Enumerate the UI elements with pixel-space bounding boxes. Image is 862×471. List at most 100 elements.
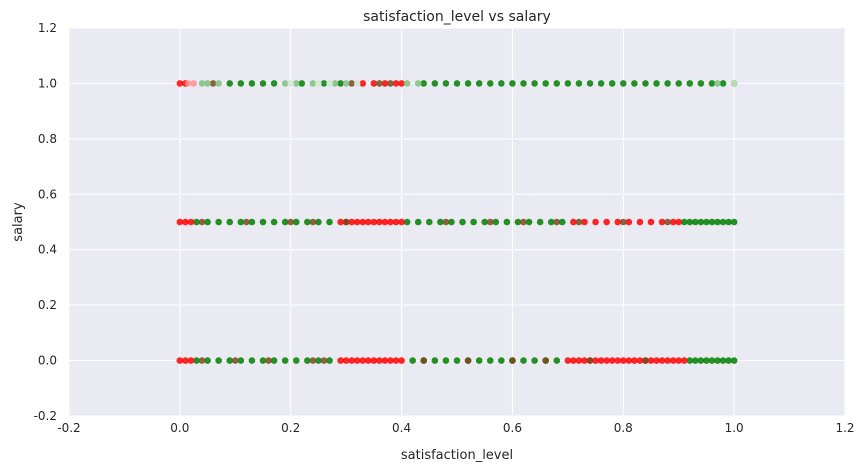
data-point xyxy=(309,80,317,87)
data-point xyxy=(669,357,677,364)
data-point xyxy=(259,218,267,226)
data-point xyxy=(559,218,566,226)
data-point xyxy=(387,357,394,364)
data-point xyxy=(337,357,344,364)
data-point xyxy=(725,357,732,364)
data-point xyxy=(204,80,211,87)
data-point xyxy=(653,80,660,87)
data-point xyxy=(520,357,527,364)
data-point xyxy=(625,357,633,364)
data-point xyxy=(231,357,239,364)
x-tick-label: 0.4 xyxy=(392,421,411,435)
data-point xyxy=(498,357,505,364)
data-point xyxy=(182,357,189,364)
data-point xyxy=(636,218,644,226)
data-point xyxy=(719,218,727,226)
data-point xyxy=(664,218,671,226)
data-point xyxy=(376,357,383,364)
data-points xyxy=(176,80,738,364)
series-4 xyxy=(184,80,198,87)
data-point xyxy=(193,357,200,364)
data-point xyxy=(553,218,561,226)
data-point xyxy=(575,357,583,364)
data-point xyxy=(703,218,710,226)
data-point xyxy=(381,218,389,226)
x-tick-label: 0.0 xyxy=(170,421,189,435)
data-point xyxy=(370,80,378,87)
series-2 xyxy=(198,80,671,364)
data-point xyxy=(475,80,483,87)
x-axis-label: satisfaction_level xyxy=(401,448,513,463)
data-point xyxy=(309,357,317,364)
data-point xyxy=(486,357,494,364)
data-point xyxy=(414,80,422,87)
data-point xyxy=(614,357,622,364)
data-point xyxy=(281,80,289,87)
data-point xyxy=(248,80,256,87)
data-point xyxy=(270,80,278,87)
data-point xyxy=(226,80,234,87)
data-point xyxy=(653,357,660,364)
data-point xyxy=(647,218,655,226)
data-point xyxy=(431,80,439,87)
data-point xyxy=(414,218,422,226)
data-point xyxy=(190,80,198,87)
data-point xyxy=(215,80,222,87)
data-point xyxy=(719,80,727,87)
data-point xyxy=(176,357,184,364)
data-point xyxy=(453,80,461,87)
data-point xyxy=(292,218,300,226)
data-point xyxy=(353,357,361,364)
data-point xyxy=(437,218,444,226)
data-point xyxy=(187,218,195,226)
data-point xyxy=(714,80,721,87)
x-tick-label: 1.0 xyxy=(725,421,744,435)
data-point xyxy=(304,357,311,364)
data-point xyxy=(348,218,355,226)
data-point xyxy=(398,357,405,364)
x-tick-label: -0.2 xyxy=(57,421,80,435)
data-point xyxy=(270,218,278,226)
data-point xyxy=(442,357,450,364)
data-point xyxy=(392,80,400,87)
data-point xyxy=(542,357,549,364)
data-point xyxy=(326,357,333,364)
data-point xyxy=(365,218,372,226)
data-point xyxy=(486,218,494,226)
data-point xyxy=(425,218,433,226)
data-point xyxy=(287,218,295,226)
y-tick-label: 1.0 xyxy=(38,76,57,90)
y-tick-label: 0.0 xyxy=(38,354,57,368)
data-point xyxy=(509,357,516,364)
data-point xyxy=(359,357,367,364)
data-point xyxy=(614,218,622,226)
data-point xyxy=(708,218,716,226)
x-tick-label: 0.2 xyxy=(281,421,300,435)
data-point xyxy=(675,218,683,226)
data-point xyxy=(342,80,350,87)
data-point xyxy=(686,218,694,226)
data-point xyxy=(420,80,428,87)
data-point xyxy=(486,80,494,87)
data-point xyxy=(315,357,322,364)
data-point xyxy=(708,357,716,364)
data-point xyxy=(182,218,189,226)
y-tick-label: 0.8 xyxy=(38,132,57,146)
data-point xyxy=(281,357,289,364)
data-point xyxy=(287,80,295,87)
data-point xyxy=(348,357,355,364)
data-point xyxy=(636,357,644,364)
data-point xyxy=(326,80,333,87)
data-point xyxy=(320,80,328,87)
data-point xyxy=(581,218,588,226)
data-point xyxy=(453,357,461,364)
data-point xyxy=(403,80,411,87)
chart-title: satisfaction_level vs salary xyxy=(363,9,551,25)
data-point xyxy=(464,80,472,87)
data-point xyxy=(403,218,411,226)
data-point xyxy=(553,357,561,364)
data-point xyxy=(697,80,705,87)
data-point xyxy=(398,80,405,87)
data-point xyxy=(464,357,472,364)
y-tick-label: 0.4 xyxy=(38,243,57,257)
